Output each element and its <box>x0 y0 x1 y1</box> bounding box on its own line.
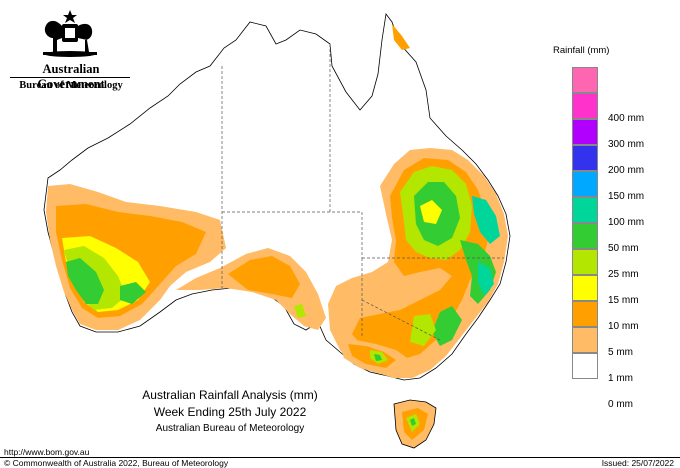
legend-swatch <box>572 197 598 223</box>
footer-divider <box>0 457 680 458</box>
legend-title: Rainfall (mm) <box>553 45 610 56</box>
legend-swatch <box>572 223 598 249</box>
map-source: Australian Bureau of Meteorology <box>155 423 305 434</box>
legend-swatch <box>572 171 598 197</box>
coat-of-arms-logo <box>8 8 132 98</box>
map-title: Australian Rainfall Analysis (mm) <box>142 388 318 402</box>
legend-label: 10 mm <box>608 321 639 332</box>
legend-label: 200 mm <box>608 165 645 176</box>
legend-label: 5 mm <box>608 347 633 358</box>
legend-swatch <box>572 327 598 353</box>
legend-label: 100 mm <box>608 217 645 228</box>
legend-label: 150 mm <box>608 191 645 202</box>
legend-label: 400 mm <box>608 113 645 124</box>
legend-swatch <box>572 145 598 171</box>
legend-label: 50 mm <box>608 243 639 254</box>
legend-swatch <box>572 275 598 301</box>
website-link[interactable]: http://www.bom.gov.au <box>4 447 90 457</box>
legend-label: 25 mm <box>608 269 639 280</box>
legend-label: 15 mm <box>608 295 639 306</box>
issued-date: Issued: 25/07/2022 <box>601 458 674 468</box>
agency-title: Bureau of Meteorology <box>19 80 123 91</box>
state-borders <box>221 44 504 341</box>
legend-swatch <box>572 301 598 327</box>
government-title: Australian Government <box>37 62 105 91</box>
legend-swatch <box>572 93 598 119</box>
legend-swatch <box>572 379 598 405</box>
copyright-notice: © Commonwealth of Australia 2022, Bureau… <box>4 458 229 468</box>
legend-swatch <box>572 353 598 379</box>
legend-label: 300 mm <box>608 139 645 150</box>
legend-swatch <box>572 67 598 93</box>
header-divider <box>10 77 130 78</box>
legend-swatch <box>572 119 598 145</box>
legend-label: 0 mm <box>608 399 633 410</box>
crest-icon <box>43 10 97 57</box>
legend-swatch <box>572 249 598 275</box>
map-period: Week Ending 25th July 2022 <box>153 405 307 419</box>
legend-label: 1 mm <box>608 373 633 384</box>
rainfall-map <box>43 12 511 449</box>
